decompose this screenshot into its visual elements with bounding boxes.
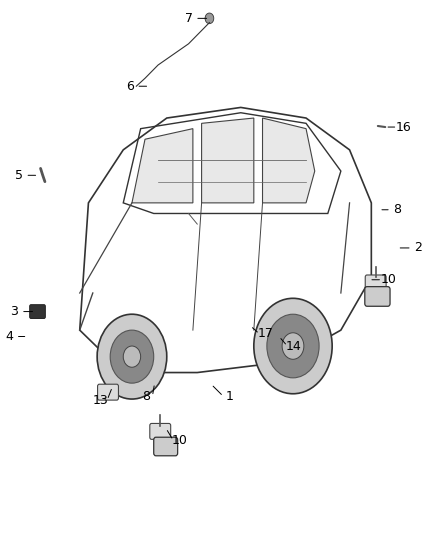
Text: 1: 1 [226,390,234,403]
Circle shape [267,314,319,378]
Text: 16: 16 [396,120,412,134]
Text: 6: 6 [126,80,134,93]
Text: 8: 8 [142,390,150,403]
Text: 2: 2 [414,241,422,254]
Text: 13: 13 [93,393,109,407]
Circle shape [205,13,214,23]
Text: 10: 10 [172,434,188,447]
FancyBboxPatch shape [365,287,390,306]
Text: 14: 14 [286,340,302,352]
Circle shape [282,333,304,359]
FancyBboxPatch shape [98,384,118,400]
Circle shape [123,346,141,367]
Circle shape [97,314,167,399]
Text: 10: 10 [381,273,397,286]
Polygon shape [262,118,315,203]
Text: 3: 3 [11,305,18,318]
FancyBboxPatch shape [365,275,386,291]
FancyBboxPatch shape [154,437,178,456]
Text: 4: 4 [5,330,13,343]
Circle shape [110,330,154,383]
Text: 5: 5 [15,169,23,182]
Text: 8: 8 [393,203,402,216]
Text: 17: 17 [258,327,274,341]
FancyBboxPatch shape [150,423,171,439]
Circle shape [254,298,332,394]
Polygon shape [201,118,254,203]
Text: 7: 7 [184,12,193,25]
Polygon shape [132,128,193,203]
FancyBboxPatch shape [30,305,46,318]
